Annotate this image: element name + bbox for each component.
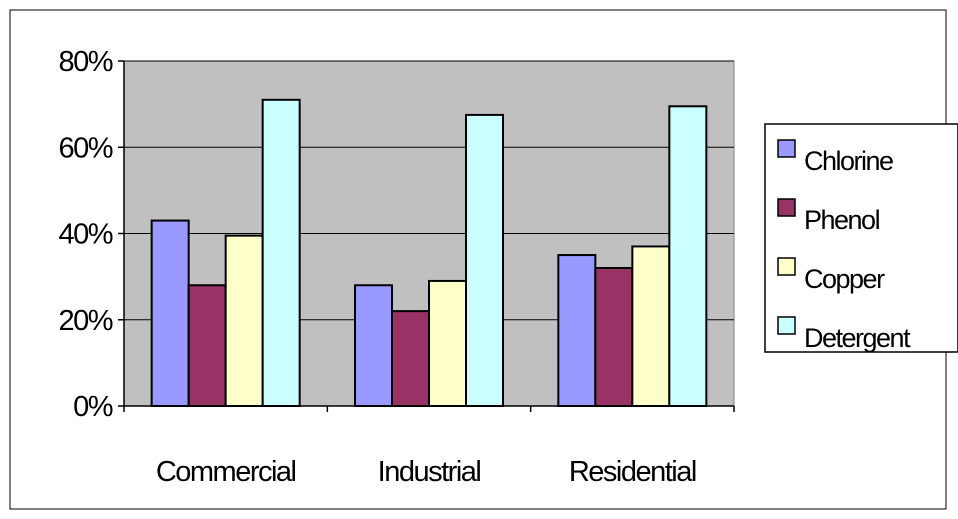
bar-chlorine (354, 284, 393, 407)
y-tick-label: 0% (73, 391, 113, 423)
legend-swatch-chlorine (777, 139, 796, 158)
bar-phenol (594, 267, 634, 407)
bar-detergent (261, 98, 301, 407)
y-tick-label: 40% (58, 219, 112, 251)
legend: Chlorine Phenol Copper Detergent (764, 123, 958, 353)
legend-label-chlorine: Chlorine (804, 146, 893, 176)
legend-swatch-copper (777, 257, 796, 276)
x-axis-ticks: Commercial Industrial Residential (123, 406, 735, 488)
legend-label-copper: Copper (804, 264, 885, 294)
y-axis-ticks: 0% 20% 40% 60% 80% (58, 46, 124, 423)
legend-swatch-phenol (777, 198, 796, 217)
x-category-label: Commercial (156, 456, 296, 488)
bar-phenol (391, 310, 430, 407)
legend-swatch-detergent (777, 316, 796, 335)
x-category-label: Industrial (378, 456, 481, 488)
y-tick-label: 80% (58, 46, 112, 78)
bar-copper (428, 279, 467, 407)
bar-chlorine (150, 219, 190, 407)
bar-detergent (668, 105, 708, 407)
x-category-label: Residential (569, 456, 696, 488)
y-tick-label: 20% (58, 305, 112, 337)
bar-phenol (187, 284, 227, 407)
legend-box (764, 123, 958, 353)
bar-detergent (465, 113, 504, 407)
y-tick-label: 60% (58, 132, 112, 164)
bar-chlorine (557, 254, 597, 407)
bar-copper (224, 234, 264, 407)
legend-label-detergent: Detergent (804, 323, 911, 353)
legend-label-phenol: Phenol (804, 205, 880, 235)
bar-copper (631, 245, 671, 407)
